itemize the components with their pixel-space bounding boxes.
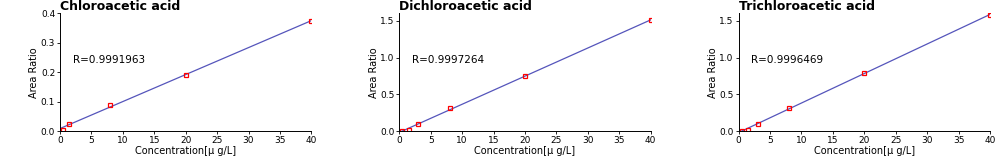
X-axis label: Concentration[μ g/L]: Concentration[μ g/L] — [474, 146, 576, 156]
Text: Trichloroacetic acid: Trichloroacetic acid — [739, 1, 875, 13]
Text: R=0.9997264: R=0.9997264 — [412, 55, 484, 66]
Y-axis label: Area Ratio: Area Ratio — [708, 47, 718, 98]
Y-axis label: Area Ratio: Area Ratio — [29, 47, 39, 98]
Y-axis label: Area Ratio: Area Ratio — [369, 47, 379, 98]
X-axis label: Concentration[μ g/L]: Concentration[μ g/L] — [135, 146, 236, 156]
Text: R=0.9991963: R=0.9991963 — [73, 55, 145, 66]
Text: Chloroacetic acid: Chloroacetic acid — [60, 1, 180, 13]
Text: Dichloroacetic acid: Dichloroacetic acid — [399, 1, 532, 13]
Text: R=0.9996469: R=0.9996469 — [751, 55, 823, 66]
X-axis label: Concentration[μ g/L]: Concentration[μ g/L] — [814, 146, 915, 156]
